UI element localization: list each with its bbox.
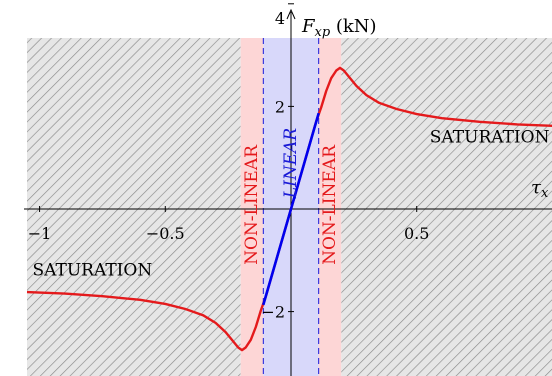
region-saturation-left [27,38,241,376]
region-label-linear: LINEAR [281,128,301,200]
region-label-nonlinear-left: NON-LINEAR [242,144,262,265]
y-tick-label: −2 [261,303,285,322]
labels-layer: −1 −0.5 0.5 −2 2 4 Fxp (kN) τx SATURATION NON-LIN… [28,9,550,322]
region-label-saturation-right: SATURATION [430,127,550,147]
x-axis-label: τx [531,177,549,201]
region-label-nonlinear-right: NON-LINEAR [320,144,340,265]
x-tick-label: −1 [28,224,52,243]
axes-layer [24,3,552,376]
y-axis-label: Fxp (kN) [301,16,377,40]
region-nonlinear-right [318,38,342,376]
region-nonlinear-left [240,38,264,376]
x-tick-label: 0.5 [404,224,429,243]
series-linear-segment [262,112,320,306]
series-layer [26,66,552,352]
region-saturation-right [341,38,552,376]
y-tick-label: 4 [275,9,285,28]
y-tick-label: 2 [275,97,285,116]
x-tick-label: −0.5 [146,224,185,243]
regions-layer [27,38,552,376]
y-axis-arrow-icon [286,8,296,20]
region-label-saturation-left: SATURATION [33,261,153,281]
